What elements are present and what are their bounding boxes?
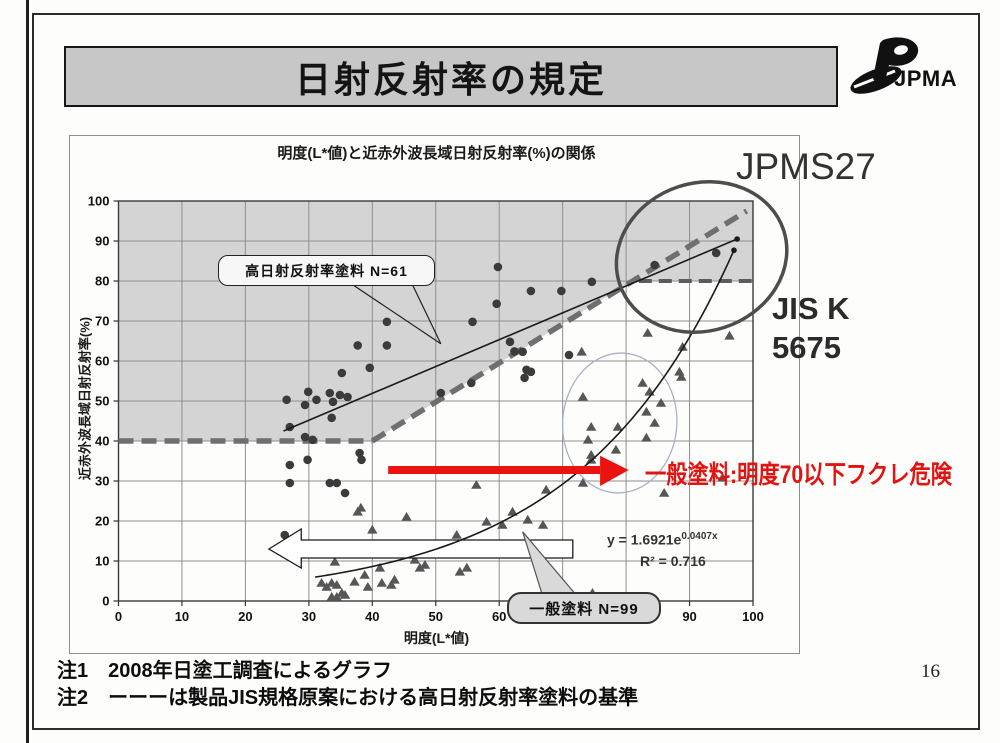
equation-exponent: 0.0407x: [681, 531, 718, 542]
slide-title-banner: 日射反射率の規定: [64, 46, 838, 107]
slide-frame: [32, 13, 980, 730]
r-squared-value: R² = 0.716: [640, 553, 706, 569]
red-warning-text: 一般塗料:明度70以下フクレ危険: [645, 461, 952, 489]
footnote-1: 注1 2008年日塗工調査によるグラフ: [57, 660, 393, 682]
jpma-logo: JPMA: [845, 34, 980, 94]
y-axis-title: 近赤外波長域日射反射率(%): [77, 316, 93, 481]
chart-frame: [69, 135, 800, 654]
callout-high-reflectance-paint: 高日射反射率塗料 N=61: [218, 255, 435, 286]
x-axis-title: 明度(L*値): [403, 630, 470, 646]
chart-title: 明度(L*値)と近赤外波長域日射反射率(%)の関係: [277, 145, 596, 162]
jpms27-label: JPMS27: [736, 146, 876, 187]
jis-k-line1: JIS K: [772, 291, 850, 326]
jpma-logo-text: JPMA: [894, 66, 957, 91]
equation-base: y = 1.6921e: [607, 531, 682, 548]
jis-k-5675-label: JIS K 5675: [772, 290, 850, 368]
regression-equation: y = 1.6921e0.0407x: [607, 531, 718, 548]
scan-edge-artifact: [26, 0, 29, 743]
footnote-2: 注2 ーーーは製品JIS規格原案における高日射反射率塗料の基準: [57, 687, 639, 709]
callout-general-paint: 一般塗料 N=99: [507, 592, 661, 624]
slide-title: 日射反射率の規定: [294, 58, 607, 100]
jis-k-line2: 5675: [772, 329, 841, 365]
page-number: 16: [921, 661, 940, 682]
jpma-logo-icon: JPMA: [850, 37, 957, 94]
